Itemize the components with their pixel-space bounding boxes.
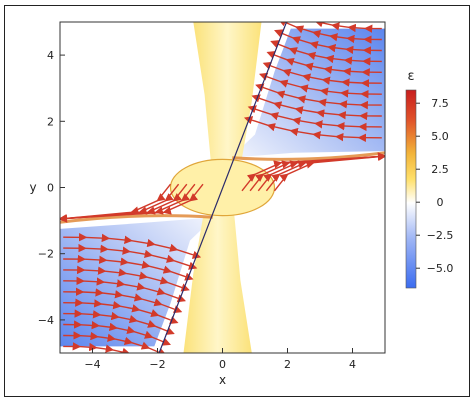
colorbar-tick-label: 5.0 bbox=[431, 130, 449, 143]
colorbar-tick-label: −5.0 bbox=[427, 262, 454, 275]
y-axis-label: y bbox=[29, 181, 36, 195]
colorbar-tick-label: 0 bbox=[437, 196, 444, 209]
x-tick-label: −2 bbox=[149, 358, 165, 371]
colorbar-tick-label: −2.5 bbox=[427, 229, 454, 242]
colorbar: ε 7.5 5.0 2.5 0 −2.5 −5.0 bbox=[405, 69, 453, 289]
x-tick-label: 2 bbox=[284, 358, 291, 371]
stream-line bbox=[60, 183, 172, 223]
y-axis: −4 −2 0 2 4 bbox=[38, 49, 65, 327]
x-axis: −4 −2 0 2 4 bbox=[84, 348, 356, 371]
colorbar-tick-label: 2.5 bbox=[431, 163, 449, 176]
x-axis-label: x bbox=[219, 373, 226, 387]
x-tick-label: 4 bbox=[349, 358, 356, 371]
y-tick-label: 2 bbox=[47, 115, 54, 128]
stream-line bbox=[273, 152, 385, 192]
colorbar-ticks: 7.5 5.0 2.5 0 −2.5 −5.0 bbox=[416, 97, 453, 275]
y-tick-label: −4 bbox=[38, 314, 54, 327]
colorbar-title: ε bbox=[407, 69, 414, 84]
stream-line bbox=[281, 22, 382, 33]
plot-area bbox=[60, 22, 385, 353]
x-tick-label: 0 bbox=[219, 358, 226, 371]
stream-line bbox=[63, 342, 164, 353]
diagonal-line bbox=[158, 22, 288, 353]
y-tick-label: −2 bbox=[38, 248, 54, 261]
y-tick-label: 0 bbox=[47, 182, 54, 195]
colorbar-tick-label: 7.5 bbox=[431, 97, 449, 110]
colorbar-gradient bbox=[405, 89, 417, 289]
y-tick-label: 4 bbox=[47, 49, 54, 62]
figure-frame bbox=[4, 5, 470, 397]
x-tick-label: −4 bbox=[84, 358, 100, 371]
